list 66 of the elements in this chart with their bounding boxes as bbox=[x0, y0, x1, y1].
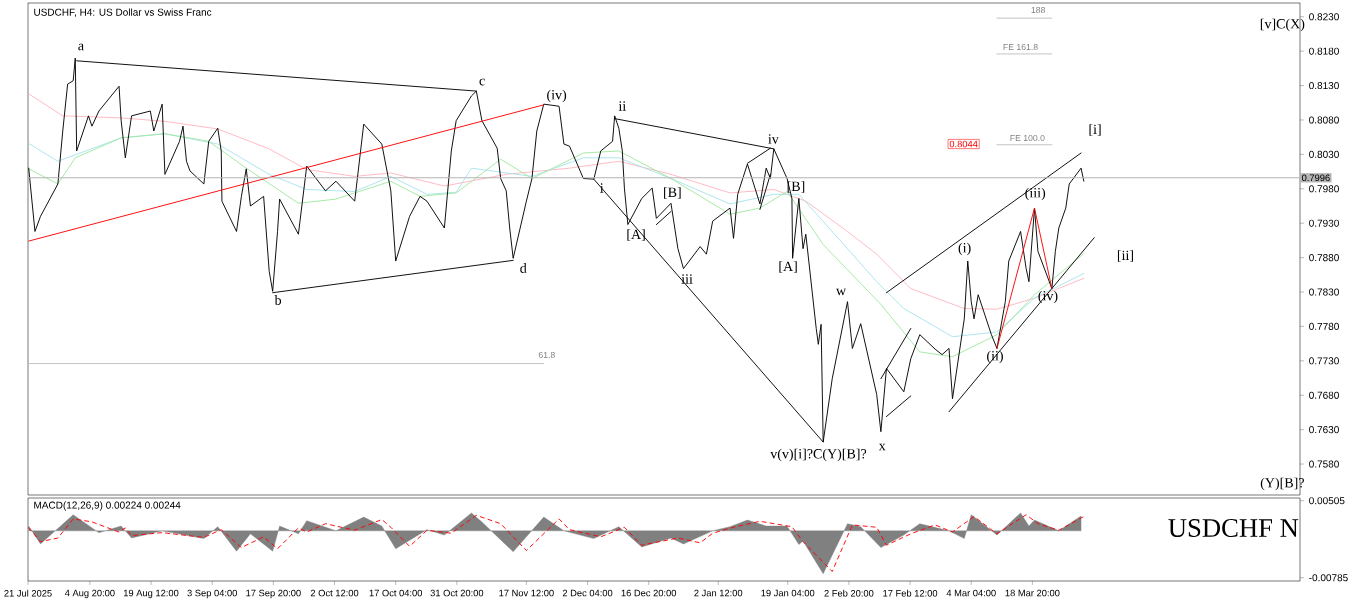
annotation: [B] bbox=[664, 187, 681, 199]
annotation: [v]C(X) bbox=[1260, 18, 1305, 32]
annotation: (iv) bbox=[547, 89, 567, 103]
x-tick-label: 21 Jul 2025 bbox=[4, 589, 52, 597]
annotation: d bbox=[520, 263, 527, 273]
y-tick-label: 0.7880 bbox=[1309, 254, 1339, 262]
y-tick-label: 0.7630 bbox=[1309, 426, 1339, 434]
y-tick-label: 0.8130 bbox=[1309, 82, 1339, 90]
annotation: b bbox=[274, 295, 282, 305]
x-tick-label: 17 Nov 12:00 bbox=[499, 589, 554, 597]
annotation: i bbox=[600, 183, 604, 193]
x-tick-label: 2 Jan 12:00 bbox=[694, 589, 743, 597]
annotation: (iv) bbox=[1038, 290, 1058, 304]
annotation: w bbox=[836, 288, 847, 296]
annotation: USDCHF N bbox=[1168, 519, 1299, 537]
y-tick-label: 0.8080 bbox=[1309, 116, 1339, 124]
x-tick-label: 4 Aug 20:00 bbox=[64, 589, 115, 599]
x-tick-label: 18 Mar 20:00 bbox=[1005, 589, 1060, 597]
annotation: (ii) bbox=[987, 350, 1003, 364]
x-tick-label: 17 Sep 20:00 bbox=[246, 589, 301, 599]
annotation: a bbox=[78, 43, 84, 51]
y-tick-label: 0.00505 bbox=[1309, 497, 1345, 505]
annotation: (Y)[B]? bbox=[1260, 477, 1304, 491]
x-tick-label: 3 Sep 04:00 bbox=[187, 589, 237, 599]
annotation: FE 161.8 bbox=[1003, 43, 1038, 51]
y-tick-label: 0.8230 bbox=[1309, 13, 1339, 21]
annotation: (i) bbox=[958, 242, 971, 256]
y-tick-label: 0.7580 bbox=[1309, 460, 1339, 468]
x-tick-label: 17 Feb 12:00 bbox=[883, 589, 938, 597]
x-tick-label: 19 Aug 12:00 bbox=[123, 589, 179, 599]
y-tick-label: 0.7780 bbox=[1309, 322, 1339, 330]
annotation: v(v)[i]?C(Y)[B]? bbox=[770, 448, 867, 462]
x-tick-label: 2 Dec 04:00 bbox=[562, 589, 613, 597]
annotation: [A] bbox=[627, 229, 645, 241]
y-tick-label: 0.7830 bbox=[1309, 288, 1339, 296]
x-tick-label: 4 Mar 04:00 bbox=[946, 589, 996, 597]
x-tick-label: 31 Oct 20:00 bbox=[430, 589, 484, 597]
annotation: FE 100.0 bbox=[1010, 134, 1045, 142]
annotation: ii bbox=[618, 101, 626, 111]
annotation: (iii) bbox=[1025, 187, 1046, 201]
annotation: [B] bbox=[787, 181, 805, 193]
chart-title: MACD(12,26,9) 0.00224 0.00244 bbox=[34, 501, 181, 511]
x-tick-label: 17 Oct 04:00 bbox=[369, 589, 423, 597]
annotation: [ii] bbox=[1117, 250, 1133, 262]
chart-title: USDCHF, H4: US Dollar vs Swiss Franc bbox=[34, 8, 212, 17]
y-tick-label: 0.8180 bbox=[1309, 47, 1339, 55]
x-tick-label: 2 Oct 12:00 bbox=[310, 589, 359, 597]
annotation: iii bbox=[681, 274, 693, 284]
y-tick-label: 0.8030 bbox=[1309, 150, 1339, 158]
annotation: 0.8044 bbox=[949, 140, 978, 148]
annotation: c bbox=[479, 78, 485, 86]
annotation: 61.8 bbox=[538, 351, 555, 359]
y-tick-label: 0.7930 bbox=[1309, 219, 1339, 227]
annotation: x bbox=[878, 443, 886, 451]
y-tick-label: 0.7980 bbox=[1309, 185, 1339, 193]
x-tick-label: 19 Jan 04:00 bbox=[761, 589, 815, 597]
annotation: iv bbox=[768, 134, 779, 144]
x-tick-label: 2 Feb 20:00 bbox=[824, 589, 874, 597]
annotation: 188 bbox=[1031, 6, 1045, 14]
x-tick-label: 16 Dec 20:00 bbox=[621, 589, 677, 597]
annotation: [A] bbox=[779, 261, 797, 273]
y-tick-label: -0.00785 bbox=[1309, 574, 1348, 582]
y-tick-label: 0.7730 bbox=[1309, 357, 1339, 365]
y-tick-label: 0.7680 bbox=[1309, 391, 1339, 399]
annotation: [i] bbox=[1089, 124, 1101, 136]
ref-line-label: 0.7996 bbox=[1301, 174, 1330, 182]
